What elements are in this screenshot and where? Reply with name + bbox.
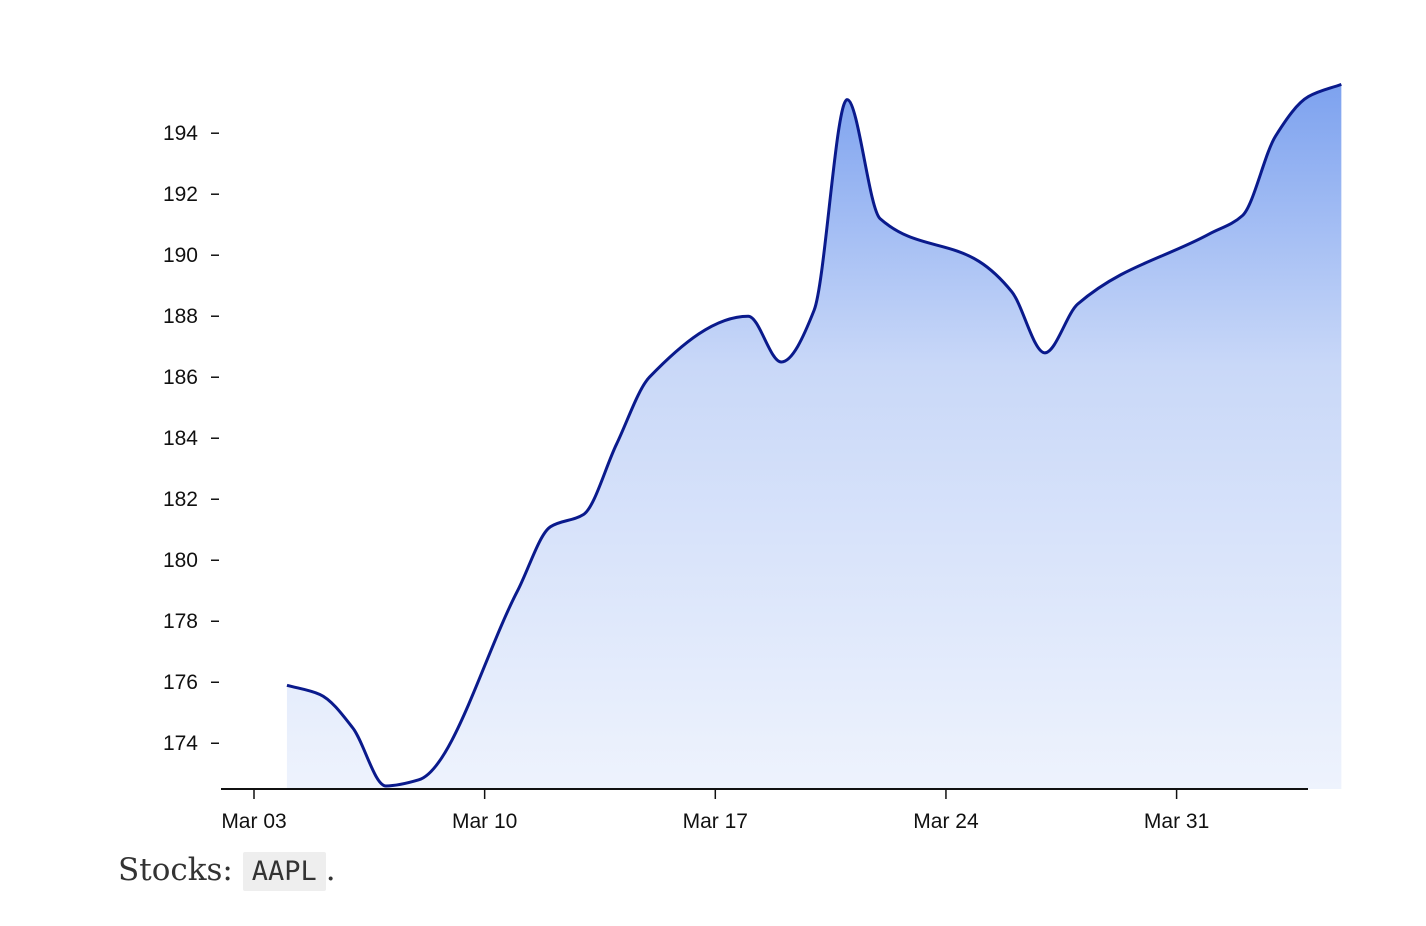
data-point-2024-03-28 bbox=[1076, 302, 1080, 306]
data-point-2024-03-08 bbox=[417, 778, 421, 782]
y-tick-label-176: 176 bbox=[163, 671, 198, 694]
y-tick-label-182: 182 bbox=[163, 488, 198, 511]
stock-area-chart: 174 176 178 180 182 184 186 188 190 192 194 Mar 03… bbox=[163, 82, 1343, 833]
y-tick-label-184: 184 bbox=[163, 427, 198, 450]
data-point-2024-03-15 bbox=[647, 375, 651, 379]
data-point-2024-03-06 bbox=[351, 726, 355, 730]
ticker-code: AAPL bbox=[242, 852, 326, 891]
data-point-2024-03-25 bbox=[977, 259, 981, 263]
price-line bbox=[286, 82, 1342, 788]
x-axis: Mar 03 Mar 10 Mar 17 Mar 24 Mar 31 bbox=[221, 788, 1308, 833]
x-tick-label-2024-03-03: Mar 03 bbox=[221, 810, 286, 833]
data-point-2024-03-22 bbox=[878, 217, 882, 221]
data-point-2024-04-03 bbox=[1273, 134, 1277, 138]
x-tick-label-2024-03-10: Mar 10 bbox=[452, 810, 517, 833]
data-point-2024-03-04 bbox=[285, 683, 289, 687]
caption: Stocks: AAPL. bbox=[118, 852, 336, 891]
x-tick-label-2024-03-24: Mar 24 bbox=[913, 810, 979, 833]
y-axis: 174 176 178 180 182 184 186 188 190 192 194 bbox=[163, 122, 219, 755]
y-tick-label-178: 178 bbox=[163, 610, 198, 633]
data-point-2024-03-13 bbox=[582, 512, 586, 516]
data-point-2024-03-12 bbox=[549, 525, 553, 529]
data-point-2024-04-01 bbox=[1208, 232, 1212, 236]
data-point-2024-03-21 bbox=[845, 98, 849, 102]
y-tick-label-188: 188 bbox=[163, 305, 198, 328]
data-point-2024-04-05 bbox=[1339, 82, 1343, 86]
y-tick-label-194: 194 bbox=[163, 122, 198, 145]
y-tick-label-174: 174 bbox=[163, 732, 198, 755]
data-point-2024-03-19 bbox=[779, 360, 783, 364]
y-tick-label-180: 180 bbox=[163, 549, 198, 572]
x-tick-label-2024-03-17: Mar 17 bbox=[683, 810, 748, 833]
data-point-2024-03-27 bbox=[1043, 351, 1047, 355]
area-fill bbox=[286, 84, 1342, 789]
data-point-2024-03-26 bbox=[1010, 290, 1014, 294]
data-point-2024-03-14 bbox=[614, 442, 618, 446]
caption-prefix: Stocks: bbox=[118, 852, 233, 888]
data-point-2024-03-07 bbox=[384, 784, 388, 788]
x-tick-label-2024-03-31: Mar 31 bbox=[1144, 810, 1209, 833]
caption-suffix: . bbox=[325, 852, 336, 888]
y-tick-label-192: 192 bbox=[163, 183, 198, 206]
data-point-2024-04-04 bbox=[1306, 95, 1310, 99]
y-tick-label-186: 186 bbox=[163, 366, 198, 389]
data-point-2024-04-02 bbox=[1241, 214, 1245, 218]
data-point-2024-03-20 bbox=[812, 308, 816, 312]
data-point-2024-03-05 bbox=[318, 692, 322, 696]
data-point-2024-03-18 bbox=[746, 314, 750, 318]
data-point-2024-03-11 bbox=[516, 589, 520, 593]
y-tick-label-190: 190 bbox=[163, 244, 198, 267]
